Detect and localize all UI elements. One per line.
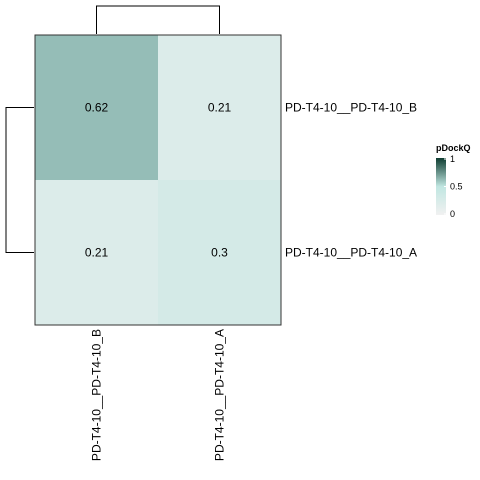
heatmap-cell: [158, 180, 281, 325]
column-dendrogram-branch: [96, 5, 220, 34]
column-label: PD-T4-10__PD-T4-10_B: [90, 329, 104, 461]
column-labels: PD-T4-10__PD-T4-10_B PD-T4-10__PD-T4-10_A: [90, 329, 227, 461]
legend-tick-label: 0.5: [450, 182, 463, 192]
heatmap-cells: 0.62 0.21 0.21 0.3: [34, 34, 282, 326]
cell-value-label: 0.3: [211, 246, 228, 260]
row-dendrogram-branch: [5, 107, 34, 253]
cell-value-label: 0.62: [85, 101, 109, 115]
column-label: PD-T4-10__PD-T4-10_A: [213, 329, 227, 461]
color-legend: pDockQ 00.51: [436, 143, 471, 219]
row-dendrogram: [5, 107, 34, 253]
row-label: PD-T4-10__PD-T4-10_A: [285, 246, 417, 260]
heatmap-border: [34, 34, 282, 326]
legend-title: pDockQ: [436, 143, 471, 153]
column-dendrogram: [96, 5, 220, 34]
legend-color-bar: [436, 158, 446, 215]
heatmap-cell: [35, 35, 158, 180]
legend-tick-label: 0: [450, 209, 455, 219]
heatmap-cell: [35, 180, 158, 325]
heatmap-cell: [158, 35, 281, 180]
legend-tick-label: 1: [450, 154, 455, 164]
row-label: PD-T4-10__PD-T4-10_B: [285, 101, 417, 115]
legend-ticks: 00.51: [444, 154, 463, 219]
cell-value-label: 0.21: [85, 246, 109, 260]
cell-value-label: 0.21: [208, 101, 232, 115]
row-labels: PD-T4-10__PD-T4-10_B PD-T4-10__PD-T4-10_A: [285, 101, 417, 260]
